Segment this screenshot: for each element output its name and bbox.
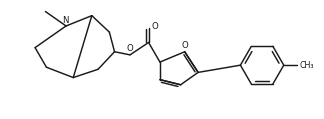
Text: O: O: [152, 22, 158, 32]
Text: O: O: [127, 44, 133, 53]
Text: CH₃: CH₃: [299, 61, 314, 70]
Text: N: N: [62, 16, 68, 25]
Text: O: O: [181, 41, 188, 50]
